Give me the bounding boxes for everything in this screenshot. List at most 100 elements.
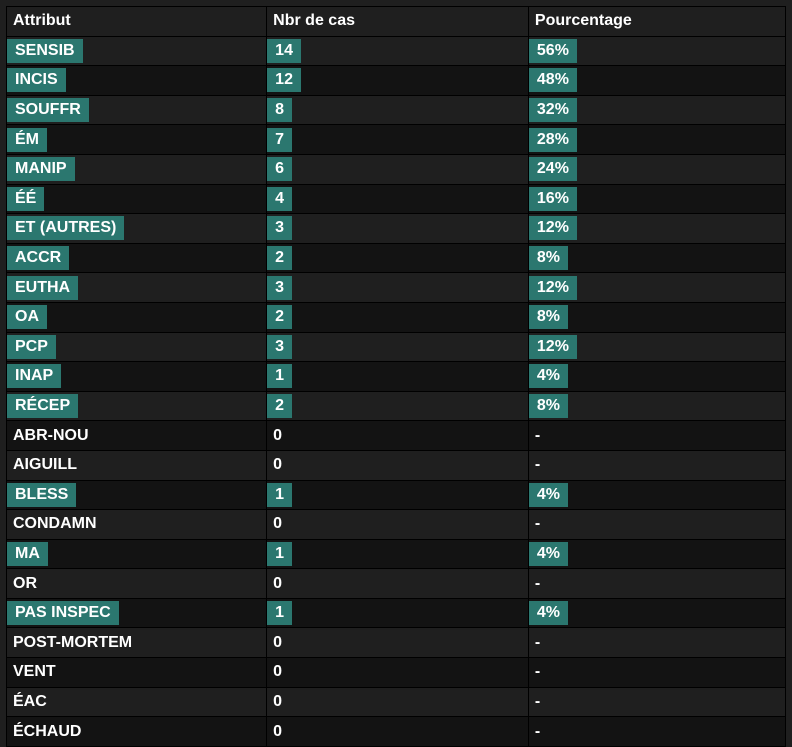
table-row: BLESS14% — [7, 480, 786, 510]
cell-nbr-text: 2 — [267, 305, 292, 329]
cell-pct: - — [528, 421, 785, 451]
cell-pct: 12% — [528, 273, 785, 303]
cell-nbr-text: 0 — [267, 631, 288, 655]
cell-pct: 32% — [528, 95, 785, 125]
cell-pct: 16% — [528, 184, 785, 214]
col-header-pct: Pourcentage — [528, 7, 785, 37]
table-row: SENSIB1456% — [7, 36, 786, 66]
cell-attribut-text: EUTHA — [7, 276, 78, 300]
cell-nbr-text: 6 — [267, 157, 292, 181]
cell-attribut: ET (AUTRES) — [7, 214, 267, 244]
cell-pct: - — [528, 687, 785, 717]
cell-pct: 4% — [528, 480, 785, 510]
cell-nbr-text: 0 — [267, 690, 288, 714]
cell-nbr-text: 1 — [267, 364, 292, 388]
cell-nbr-text: 1 — [267, 542, 292, 566]
table-header-row: Attribut Nbr de cas Pourcentage — [7, 7, 786, 37]
cell-pct: 56% — [528, 36, 785, 66]
cell-pct-text: 4% — [529, 483, 568, 507]
cell-attribut-text: INCIS — [7, 68, 66, 92]
cell-attribut-text: RÉCEP — [7, 394, 78, 418]
cell-nbr: 2 — [267, 243, 529, 273]
cell-attribut: OA — [7, 302, 267, 332]
table-row: INAP 1 4% — [7, 362, 786, 392]
cell-attribut: VENT — [7, 658, 267, 688]
cell-attribut-text: POST-MORTEM — [7, 631, 138, 655]
cell-nbr: 12 — [267, 66, 529, 96]
cell-nbr: 3 — [267, 273, 529, 303]
cell-attribut-text: PAS INSPEC — [7, 601, 119, 625]
cell-attribut: PAS INSPEC — [7, 598, 267, 628]
table-row: CONDAMN0 - — [7, 510, 786, 540]
cell-nbr: 8 — [267, 95, 529, 125]
table-row: PAS INSPEC 14% — [7, 598, 786, 628]
cell-nbr-text: 0 — [267, 572, 288, 596]
cell-nbr: 3 — [267, 332, 529, 362]
cell-attribut: SOUFFR — [7, 95, 267, 125]
cell-attribut: ÉAC — [7, 687, 267, 717]
cell-nbr-text: 12 — [267, 68, 301, 92]
cell-nbr: 0 — [267, 658, 529, 688]
cell-pct-text: 8% — [529, 394, 568, 418]
cell-attribut-text: ÉÉ — [7, 187, 44, 211]
cell-pct: - — [528, 628, 785, 658]
cell-pct-text: - — [529, 572, 546, 596]
cell-pct-text: 32% — [529, 98, 577, 122]
cell-attribut: POST-MORTEM — [7, 628, 267, 658]
cell-pct: 28% — [528, 125, 785, 155]
cell-attribut-text: ÉCHAUD — [7, 720, 87, 744]
cell-attribut: ÉCHAUD — [7, 717, 267, 747]
cell-pct-text: - — [529, 453, 546, 477]
table-row: VENT0- — [7, 658, 786, 688]
cell-attribut-text: OR — [7, 572, 43, 596]
attributes-table: Attribut Nbr de cas Pourcentage SENSIB14… — [6, 6, 786, 747]
cell-pct: - — [528, 717, 785, 747]
cell-pct: - — [528, 658, 785, 688]
cell-nbr-text: 8 — [267, 98, 292, 122]
cell-pct-text: 12% — [529, 276, 577, 300]
table-row: MA14% — [7, 539, 786, 569]
table-row: ABR-NOU0- — [7, 421, 786, 451]
cell-pct-text: - — [529, 690, 546, 714]
cell-pct-text: - — [529, 512, 546, 536]
cell-pct: 48% — [528, 66, 785, 96]
cell-pct-text: - — [529, 424, 546, 448]
cell-pct: 24% — [528, 154, 785, 184]
table-row: SOUFFR8 32% — [7, 95, 786, 125]
cell-pct: - — [528, 450, 785, 480]
col-header-attribut: Attribut — [7, 7, 267, 37]
cell-pct: - — [528, 510, 785, 540]
cell-nbr: 2 — [267, 302, 529, 332]
cell-nbr: 1 — [267, 539, 529, 569]
cell-pct-text: - — [529, 720, 546, 744]
table-row: ÉCHAUD 0 - — [7, 717, 786, 747]
cell-nbr-text: 0 — [267, 512, 288, 536]
cell-nbr-text: 14 — [267, 39, 301, 63]
cell-pct: 4% — [528, 362, 785, 392]
cell-nbr: 3 — [267, 214, 529, 244]
cell-attribut-text: ACCR — [7, 246, 69, 270]
cell-attribut: ÉM — [7, 125, 267, 155]
cell-attribut: EUTHA — [7, 273, 267, 303]
table-row: MANIP 6 24% — [7, 154, 786, 184]
cell-attribut-text: INAP — [7, 364, 61, 388]
cell-nbr: 1 — [267, 362, 529, 392]
cell-nbr: 1 — [267, 598, 529, 628]
cell-attribut-text: MANIP — [7, 157, 75, 181]
cell-nbr-text: 1 — [267, 483, 292, 507]
cell-pct-text: 56% — [529, 39, 577, 63]
cell-nbr-text: 0 — [267, 720, 288, 744]
cell-attribut: OR — [7, 569, 267, 599]
cell-nbr-text: 7 — [267, 128, 292, 152]
cell-pct: 4% — [528, 598, 785, 628]
cell-nbr: 6 — [267, 154, 529, 184]
cell-pct-text: 12% — [529, 335, 577, 359]
cell-nbr: 4 — [267, 184, 529, 214]
cell-nbr: 2 — [267, 391, 529, 421]
table-row: AIGUILL0- — [7, 450, 786, 480]
table-row: ÉM7 28% — [7, 125, 786, 155]
cell-attribut: ACCR — [7, 243, 267, 273]
cell-attribut: MANIP — [7, 154, 267, 184]
cell-attribut: CONDAMN — [7, 510, 267, 540]
cell-pct-text: 24% — [529, 157, 577, 181]
